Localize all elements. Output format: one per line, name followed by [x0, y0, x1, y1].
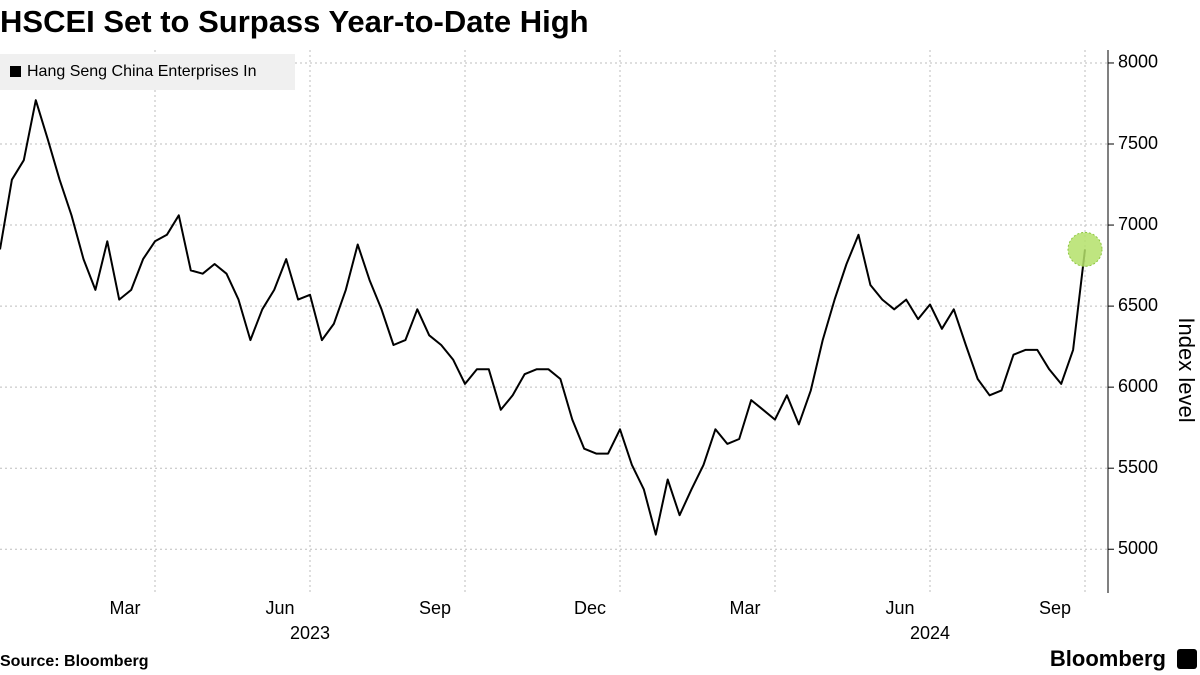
y-tick-label: 6500 [1118, 295, 1158, 315]
year-label: 2023 [290, 623, 330, 643]
brand: Bloomberg [1050, 646, 1166, 671]
y-tick-label: 5500 [1118, 457, 1158, 477]
x-tick-label: Sep [1039, 598, 1071, 618]
x-tick-label: Jun [885, 598, 914, 618]
y-tick-label: 5000 [1118, 538, 1158, 558]
x-tick-label: Mar [110, 598, 141, 618]
y-tick-label: 7500 [1118, 133, 1158, 153]
line [0, 99, 1086, 536]
year-label: 2024 [910, 623, 950, 643]
x-tick-label: Mar [730, 598, 761, 618]
x-tick-label: Jun [265, 598, 294, 618]
chart-title: HSCEI Set to Surpass Year-to-Date High [0, 4, 589, 39]
legend-box [0, 54, 295, 90]
brand-icon [1177, 649, 1197, 669]
source: Source: Bloomberg [0, 653, 148, 670]
x-tick-label: Dec [574, 598, 606, 618]
legend-label: Hang Seng China Enterprises In [27, 63, 256, 80]
highlight-point [1067, 231, 1103, 267]
y-tick-label: 6000 [1118, 376, 1158, 396]
y-axis-label: Index level [1174, 317, 1199, 422]
legend-swatch [10, 66, 21, 77]
y-tick-label: 8000 [1118, 52, 1158, 72]
x-tick-label: Sep [419, 598, 451, 618]
y-tick-label: 7000 [1118, 214, 1158, 234]
